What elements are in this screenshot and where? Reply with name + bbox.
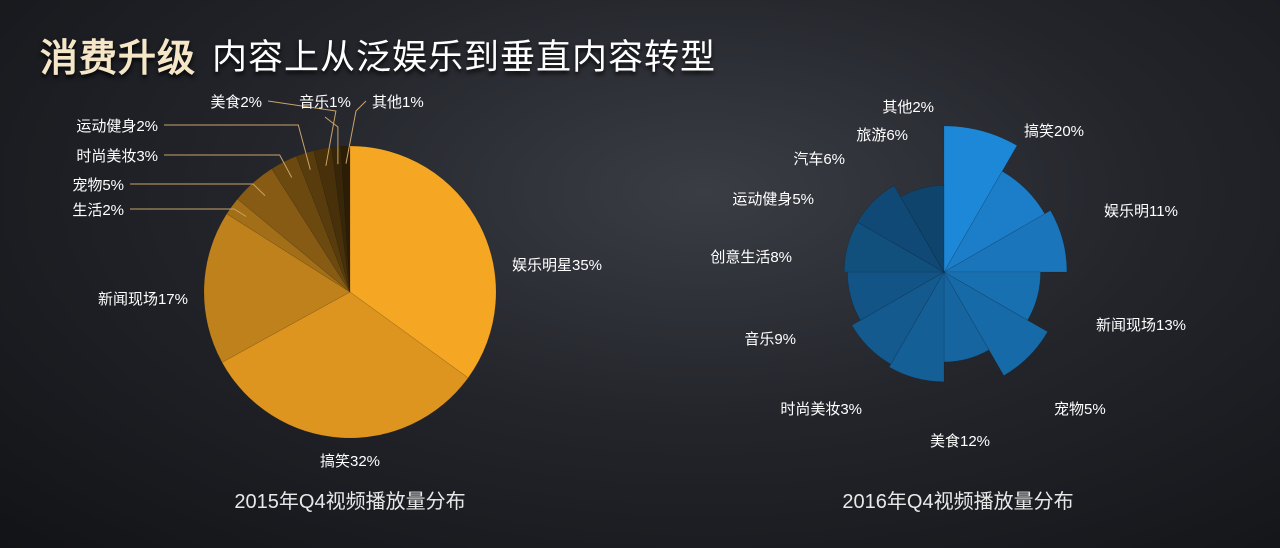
pie-slice-2016: [847, 271, 946, 321]
pie-slice-2015: [237, 168, 351, 293]
pie-slice-2015: [340, 145, 351, 293]
page-title: 消费升级 内容上从泛娱乐到垂直内容转型: [40, 26, 716, 82]
pie-slice-2016: [942, 271, 1041, 321]
leader-line-2015: [130, 183, 266, 196]
pie-slice-2016: [942, 210, 1068, 273]
leader-line-2015: [130, 208, 247, 217]
slice-label-2016: 音乐9%: [744, 331, 796, 348]
pie-slice-2016: [943, 271, 1048, 376]
pie-slice-2015: [295, 150, 351, 293]
pie-chart-2016: 搞笑20% 娱乐明11% 新闻现场13% 宠物5% 美食12% 时尚美妆3% 音乐9% 创意生…: [710, 99, 1186, 450]
slice-label-2016: 宠物5%: [1054, 401, 1106, 418]
pie-slice-2015: [349, 145, 497, 379]
slice-label-2015: 音乐1%: [299, 94, 351, 111]
pie-slice-2016: [851, 271, 945, 365]
pie-slice-2016: [843, 221, 946, 273]
slice-label-2016: 新闻现场13%: [1096, 317, 1186, 334]
slice-label-2016: 创意生活8%: [710, 248, 792, 266]
slice-label-2016: 旅游6%: [856, 127, 908, 144]
slice-label-2016: 其他2%: [882, 99, 934, 116]
pie-slice-2016: [943, 170, 1046, 273]
slice-label-2015: 时尚美妆3%: [76, 148, 158, 165]
leader-line-2015: [267, 100, 337, 166]
slice-label-2015: 运动健身2%: [76, 118, 158, 135]
slice-label-2015: 其他1%: [372, 94, 424, 111]
pie-slice-2015: [203, 213, 351, 363]
slice-label-2016: 美食12%: [930, 433, 990, 450]
slice-label-2015: 娱乐明星35%: [512, 257, 602, 274]
slice-label-2016: 娱乐明11%: [1104, 203, 1178, 220]
pie-slice-2016: [888, 270, 945, 383]
leader-line-2015: [345, 100, 367, 164]
pie-slice-2016: [857, 185, 945, 273]
pie-chart-2015: 娱乐明星35% 搞笑32% 新闻现场17% 生活2% 宠物5% 时尚美妆3% 运动健身2% 美…: [72, 94, 602, 470]
chart-title-2015: 2015年Q4视频播放量分布: [234, 490, 465, 513]
leader-line-2015: [324, 116, 339, 165]
title-subtitle: 内容上从泛娱乐到垂直内容转型: [212, 37, 717, 77]
pie-slice-2015: [313, 146, 351, 293]
pie-slice-2015: [226, 198, 351, 293]
chart-title-2016: 2016年Q4视频播放量分布: [842, 490, 1073, 513]
leader-line-2015: [164, 124, 311, 170]
slice-label-2016: 汽车6%: [793, 151, 845, 168]
pie-slice-2016: [943, 125, 1018, 274]
slice-label-2015: 生活2%: [72, 202, 124, 219]
title-main: 消费升级: [40, 37, 197, 80]
pie-slice-2016: [900, 185, 945, 274]
slice-label-2015: 美食2%: [210, 94, 262, 111]
slice-label-2016: 搞笑20%: [1024, 123, 1084, 140]
slice-label-2016: 时尚美妆3%: [780, 401, 862, 418]
slice-label-2015: 宠物5%: [72, 177, 124, 194]
slice-label-2016: 运动健身5%: [732, 191, 814, 208]
leader-line-2015: [164, 154, 293, 178]
slice-label-2015: 新闻现场17%: [98, 291, 188, 308]
pie-slice-2016: [943, 270, 990, 363]
pie-slice-2015: [331, 145, 351, 293]
slice-label-2015: 搞笑32%: [320, 453, 380, 470]
pie-slice-2015: [221, 291, 469, 439]
